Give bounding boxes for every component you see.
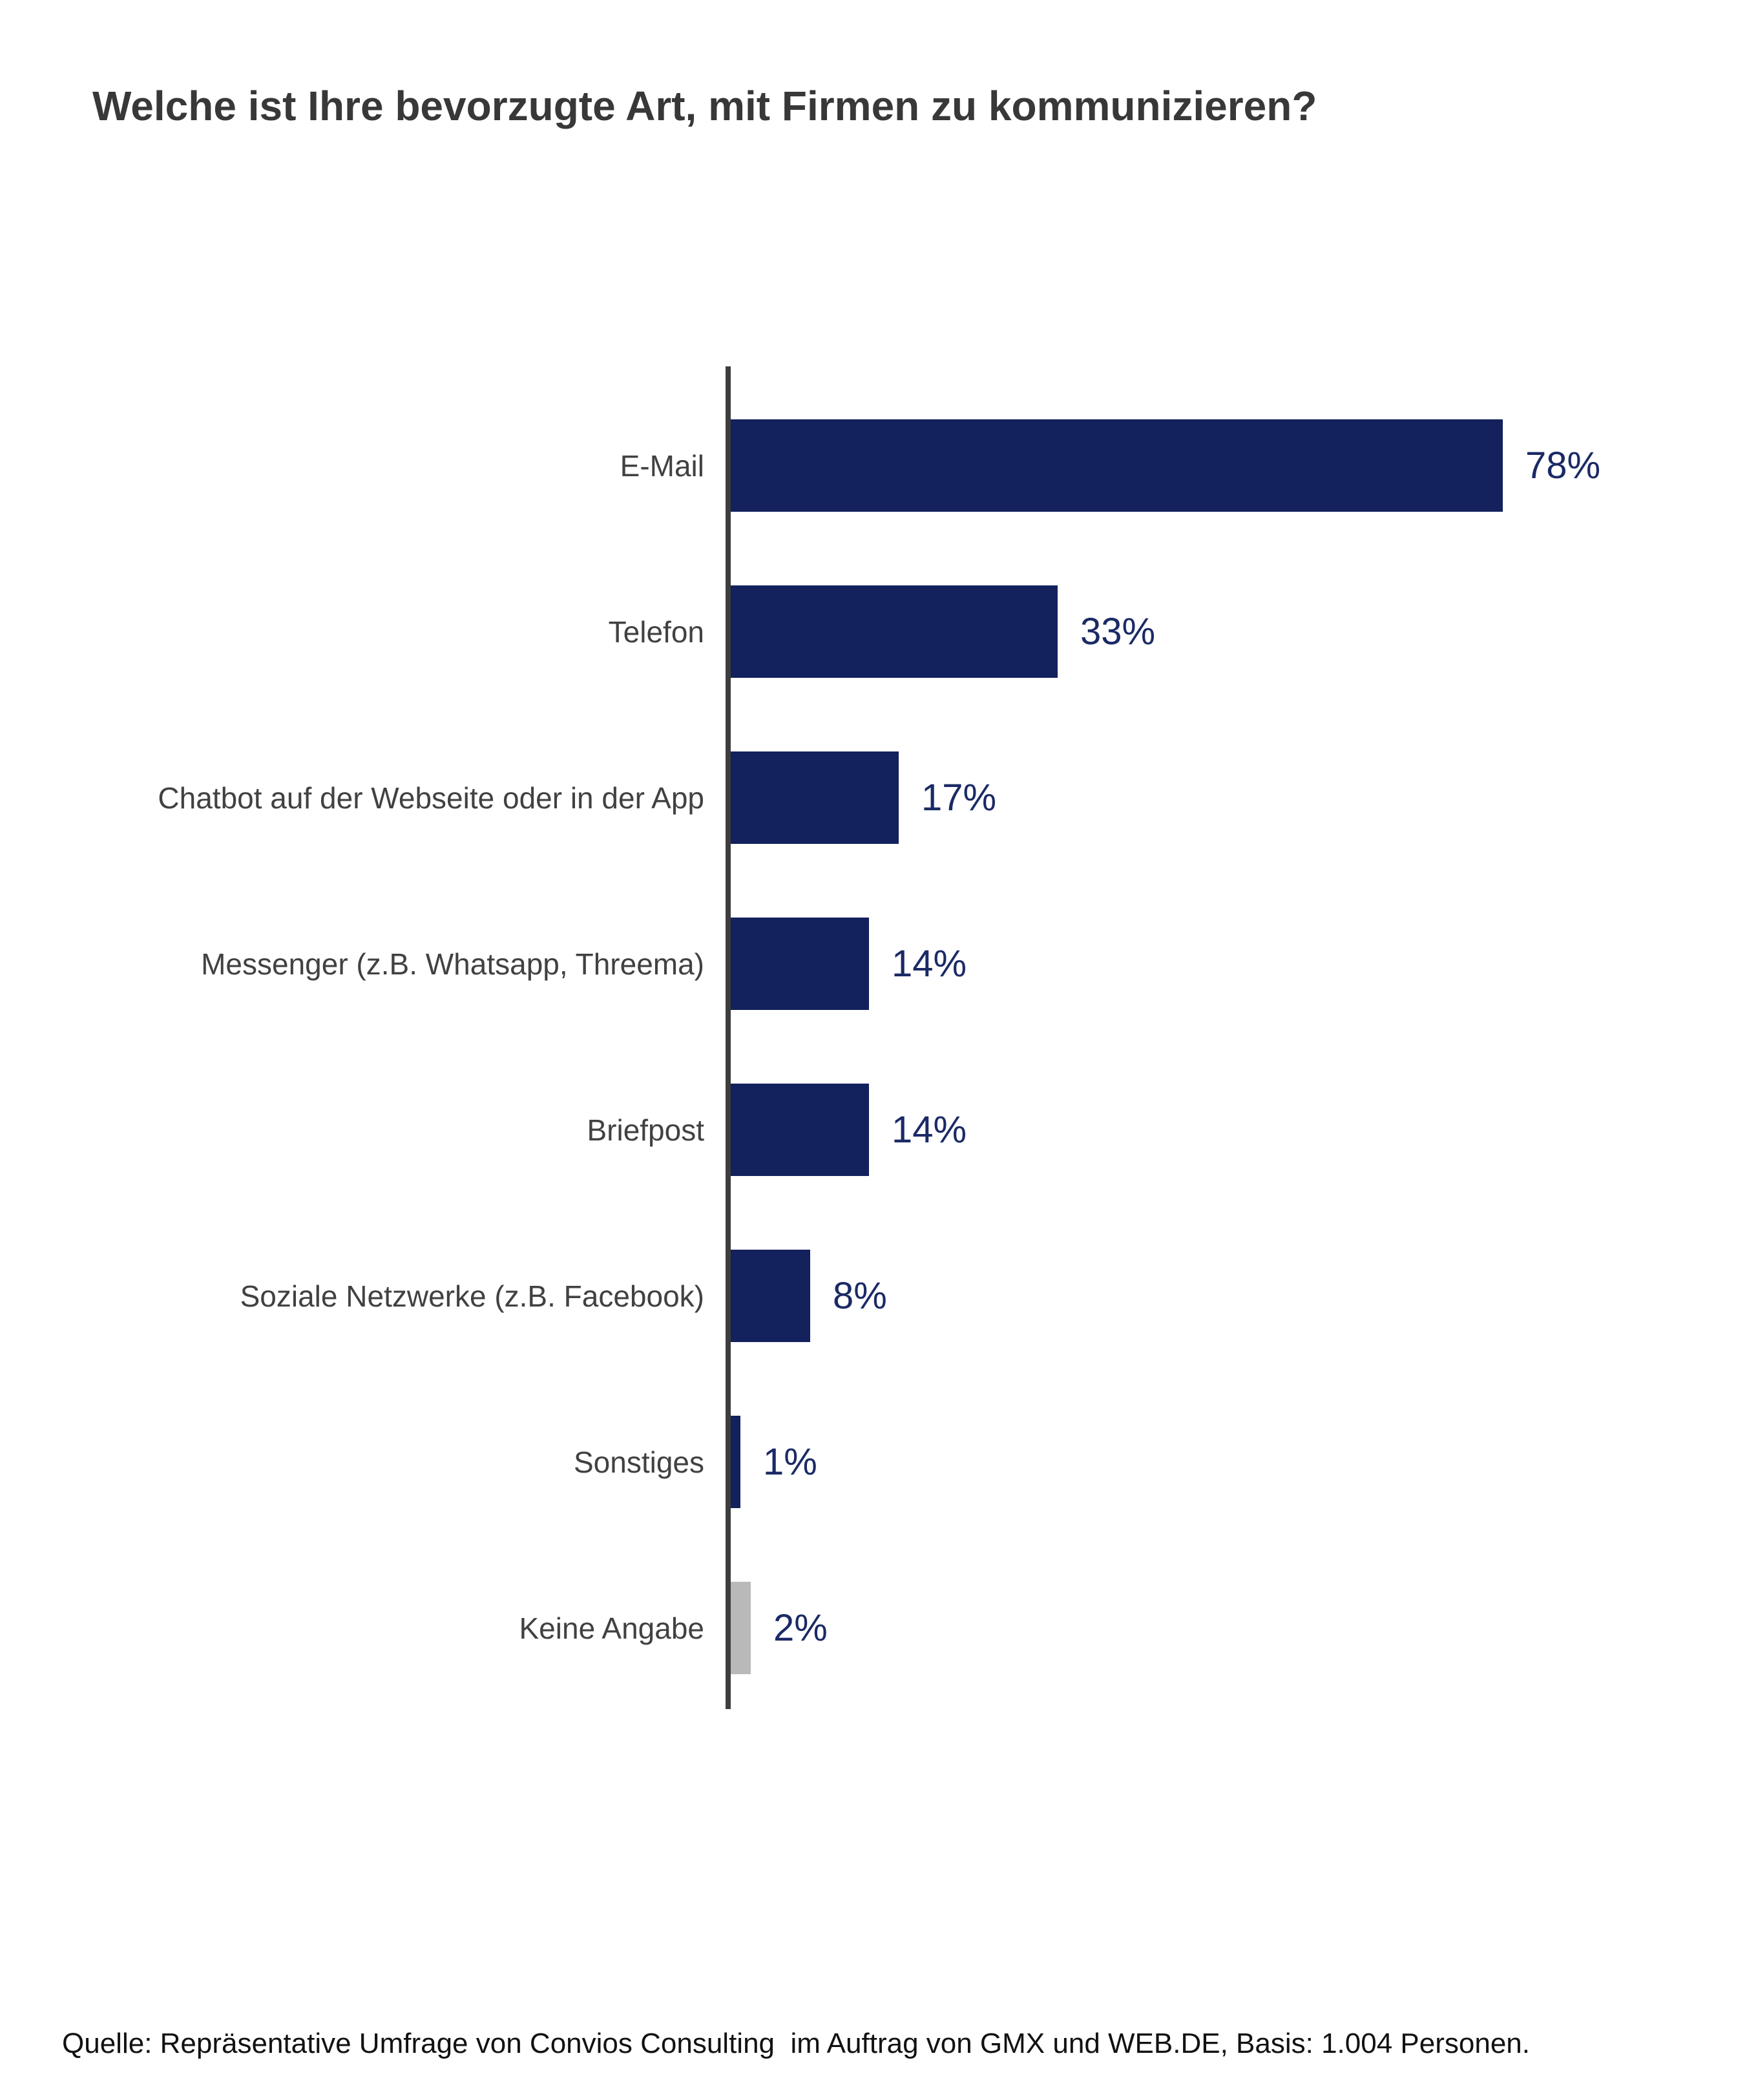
bar-row: Soziale Netzwerke (z.B. Facebook) 8%: [0, 1250, 1747, 1342]
category-label: Chatbot auf der Webseite oder in der App: [158, 781, 704, 815]
chart-title: Welche ist Ihre bevorzugte Art, mit Firm…: [92, 83, 1317, 129]
bar: [731, 1084, 869, 1176]
category-label: Sonstiges: [573, 1445, 704, 1479]
value-label: 14%: [892, 943, 967, 985]
y-axis-line: [726, 366, 731, 1709]
bar-row: Messenger (z.B. Whatsapp, Threema) 14%: [0, 918, 1747, 1010]
category-label: Keine Angabe: [519, 1611, 705, 1645]
bar: [731, 918, 869, 1010]
bar: [731, 419, 1503, 512]
value-label: 78%: [1525, 445, 1601, 487]
bar: [731, 1416, 740, 1508]
value-label: 17%: [921, 777, 997, 819]
value-label: 1%: [763, 1441, 817, 1483]
category-label: Briefpost: [587, 1113, 704, 1147]
bar: [731, 1250, 810, 1342]
bar-row: Keine Angabe 2%: [0, 1582, 1747, 1674]
bar-row: Briefpost 14%: [0, 1084, 1747, 1176]
category-label: Messenger (z.B. Whatsapp, Threema): [201, 947, 704, 981]
category-label: E-Mail: [620, 448, 704, 483]
bar-row: Sonstiges 1%: [0, 1416, 1747, 1508]
category-label: Telefon: [608, 614, 704, 649]
bar-row: Chatbot auf der Webseite oder in der App…: [0, 751, 1747, 844]
bar-chart: E-Mail 78% Telefon 33% Chatbot auf der W…: [0, 366, 1747, 1709]
value-label: 2%: [773, 1607, 828, 1649]
bar: [731, 585, 1058, 678]
bar-row: E-Mail 78%: [0, 419, 1747, 512]
category-label: Soziale Netzwerke (z.B. Facebook): [240, 1279, 704, 1313]
bar: [731, 1582, 751, 1674]
value-label: 14%: [892, 1109, 967, 1151]
value-label: 33%: [1080, 611, 1156, 653]
bar: [731, 751, 899, 844]
source-note: Quelle: Repräsentative Umfrage von Convi…: [62, 2028, 1530, 2059]
bar-row: Telefon 33%: [0, 585, 1747, 678]
value-label: 8%: [833, 1275, 887, 1317]
